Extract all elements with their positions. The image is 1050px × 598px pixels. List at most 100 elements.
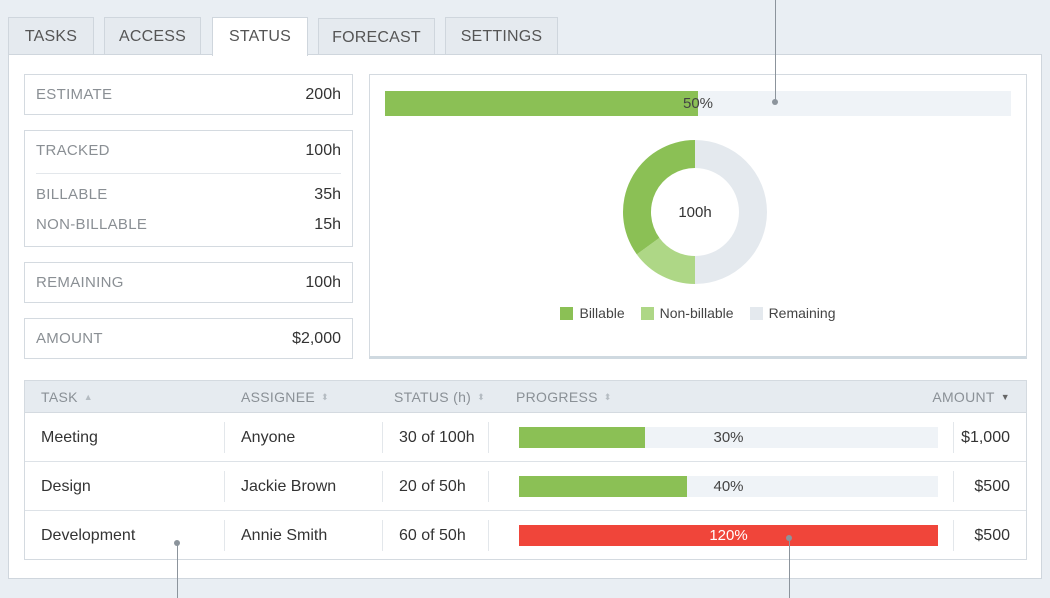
tab-tasks[interactable]: TASKS [8,17,94,55]
estimate-label: ESTIMATE [36,86,113,103]
overall-progress-fill [385,91,698,116]
header-status[interactable]: STATUS (h) ⬍ [394,381,485,413]
header-task-label: TASK [41,389,78,405]
table-row[interactable]: Meeting Anyone 30 of 100h 30% $1,000 [25,413,1026,462]
task-amount: $500 [974,477,1010,495]
sort-icon: ⬍ [320,391,329,402]
callout-line [789,538,790,598]
billable-value: 35h [314,186,341,203]
task-name: Meeting [41,428,98,446]
overview-card: 50% 100h Billable Non-billable Remaining [369,74,1027,359]
legend-remaining-label: Remaining [768,305,836,321]
tab-settings[interactable]: SETTINGS [445,17,558,55]
header-amount[interactable]: AMOUNT ▼ [932,381,1010,413]
task-progress-label: 40% [713,478,744,495]
column-divider [382,471,383,502]
header-assignee[interactable]: ASSIGNEE ⬍ [241,381,329,413]
callout-line [775,0,776,100]
legend-remaining: Remaining [749,305,836,321]
status-hours: 30 of 100h [399,428,475,446]
status-hours: 20 of 50h [399,477,466,495]
column-divider [382,422,383,453]
header-amount-label: AMOUNT [932,389,995,405]
column-divider [488,422,489,453]
callout-dot [174,540,180,546]
header-progress-label: PROGRESS [516,389,598,405]
column-divider [488,520,489,551]
task-progress-fill [519,427,645,448]
donut-segment-non-billable [636,237,695,284]
overall-progress-label: 50% [682,95,714,112]
callout-dot [786,535,792,541]
tasks-table: TASK ▲ ASSIGNEE ⬍ STATUS (h) ⬍ PROGRESS … [24,380,1027,560]
header-assignee-label: ASSIGNEE [241,389,315,405]
column-divider [382,520,383,551]
header-task[interactable]: TASK ▲ [41,381,93,413]
amount-box: AMOUNT $2,000 [24,318,353,359]
task-progress-label: 30% [713,429,744,446]
sort-desc-icon: ▼ [1000,392,1010,402]
task-name: Design [41,477,91,495]
task-progress-bar: 120% [519,525,938,546]
billable-label: BILLABLE [36,186,108,203]
amount-label: AMOUNT [36,330,103,347]
column-divider [224,471,225,502]
estimate-value: 200h [305,86,341,103]
table-header: TASK ▲ ASSIGNEE ⬍ STATUS (h) ⬍ PROGRESS … [25,381,1026,413]
column-divider [224,520,225,551]
header-progress[interactable]: PROGRESS ⬍ [516,381,612,413]
non-billable-swatch [640,306,654,320]
overall-progress-bar: 50% [385,91,1011,116]
tracked-box: TRACKED 100h BILLABLE 35h NON-BILLABLE 1… [24,130,353,247]
remaining-value: 100h [305,274,341,291]
legend-non-billable: Non-billable [640,305,734,321]
tab-forecast[interactable]: FORECAST [318,18,435,56]
task-progress-bar: 40% [519,476,938,497]
tracked-label: TRACKED [36,142,110,159]
header-status-label: STATUS (h) [394,389,472,405]
legend-billable-label: Billable [579,305,625,321]
sort-icon: ▲ [83,392,93,402]
tab-access[interactable]: ACCESS [104,17,201,55]
legend-billable: Billable [560,305,625,321]
task-amount: $1,000 [961,428,1010,446]
status-hours: 60 of 50h [399,526,466,544]
legend-non-billable-label: Non-billable [659,305,734,321]
task-progress-bar: 30% [519,427,938,448]
donut-segment-billable [623,140,695,255]
tracked-value: 100h [305,142,341,159]
donut-segment-remaining [695,140,767,284]
sort-icon: ⬍ [477,391,485,402]
callout-line [177,543,178,598]
column-divider [953,520,954,551]
task-progress-fill [519,525,938,546]
assignee-name: Anyone [241,428,296,446]
hours-donut-chart: 100h [623,140,767,284]
task-progress-label: 120% [709,527,748,544]
task-progress-fill [519,476,687,497]
tab-status[interactable]: STATUS [212,17,308,56]
column-divider [953,471,954,502]
remaining-box: REMAINING 100h [24,262,353,303]
billable-swatch [560,306,574,320]
non-billable-value: 15h [314,216,341,233]
amount-value: $2,000 [292,330,341,347]
table-row[interactable]: Development Annie Smith 60 of 50h 120% $500 [25,511,1026,560]
task-name: Development [41,526,136,544]
remaining-swatch [749,306,763,320]
donut-legend: Billable Non-billable Remaining [370,305,1026,321]
column-divider [953,422,954,453]
column-divider [224,422,225,453]
column-divider [488,471,489,502]
estimate-box: ESTIMATE 200h [24,74,353,115]
task-amount: $500 [974,526,1010,544]
assignee-name: Annie Smith [241,526,328,544]
assignee-name: Jackie Brown [241,477,337,495]
table-row[interactable]: Design Jackie Brown 20 of 50h 40% $500 [25,462,1026,511]
divider [36,173,341,174]
non-billable-label: NON-BILLABLE [36,216,148,233]
status-panel: ESTIMATE 200h TRACKED 100h BILLABLE 35h … [8,54,1042,579]
remaining-label: REMAINING [36,274,124,291]
callout-dot [772,99,778,105]
sort-icon: ⬍ [603,391,612,402]
